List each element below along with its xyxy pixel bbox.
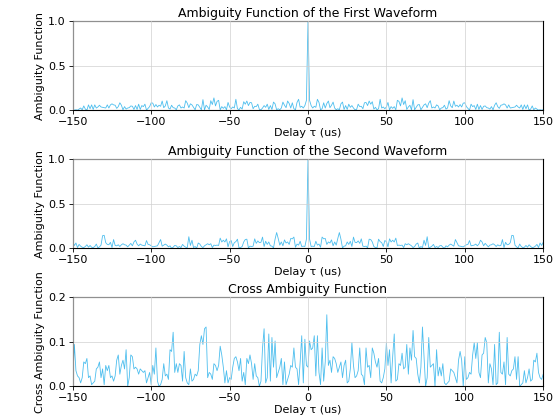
Title: Cross Ambiguity Function: Cross Ambiguity Function — [228, 283, 388, 296]
Y-axis label: Cross Ambiguity Function: Cross Ambiguity Function — [35, 271, 45, 413]
Y-axis label: Ambiguity Function: Ambiguity Function — [35, 12, 45, 120]
Y-axis label: Ambiguity Function: Ambiguity Function — [35, 150, 45, 258]
X-axis label: Delay τ (us): Delay τ (us) — [274, 129, 342, 139]
X-axis label: Delay τ (us): Delay τ (us) — [274, 267, 342, 277]
Title: Ambiguity Function of the Second Waveform: Ambiguity Function of the Second Wavefor… — [169, 145, 447, 158]
Title: Ambiguity Function of the First Waveform: Ambiguity Function of the First Waveform — [179, 7, 437, 20]
X-axis label: Delay τ (us): Delay τ (us) — [274, 405, 342, 415]
